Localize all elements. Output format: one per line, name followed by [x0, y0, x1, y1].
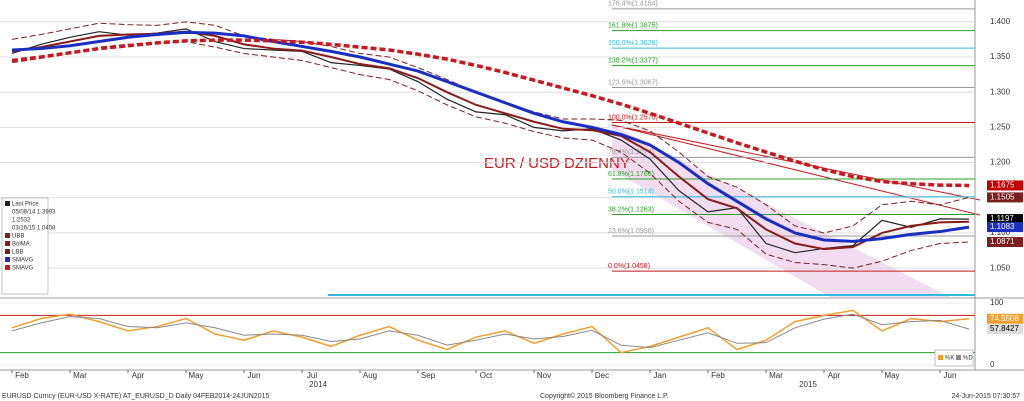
- legend-note: 03/16/15 1.0458: [12, 226, 56, 232]
- y-tick-label: 1.350: [990, 52, 1011, 61]
- value-tag: [987, 313, 1023, 324]
- footer: EURUSD Curncy (EUR-USD X-RATE) AT_EURUSD…: [2, 393, 269, 400]
- value-tag: [987, 222, 1023, 233]
- value-tag: [987, 237, 1023, 248]
- value-tag-label: 1.1083: [990, 222, 1015, 231]
- legend-note: 05/08/14 1.3993: [12, 210, 56, 216]
- fib-label: 61.8%(1.1766): [608, 171, 654, 178]
- x-tick-label: Oct: [480, 371, 493, 380]
- x-tick-label: May: [188, 371, 203, 380]
- x-tick-label: Aug: [363, 371, 377, 380]
- footer: Copyright© 2015 Bloomberg Finance L.P.: [540, 392, 669, 400]
- x-tick-label: Feb: [711, 371, 725, 380]
- legend-swatch: [5, 249, 10, 254]
- series-line: [11, 313, 970, 349]
- value-tag-label: 1.0871: [990, 237, 1015, 246]
- year-label: 2015: [799, 380, 817, 389]
- value-tag-label: 1.1675: [990, 181, 1015, 190]
- fib-label: 100.0%(1.2570): [608, 114, 658, 121]
- fib-label: 50.0%(1.1514): [608, 189, 654, 196]
- legend-label: Last Price: [12, 202, 39, 208]
- legend-box: [934, 349, 974, 367]
- x-tick-label: Mar: [73, 371, 87, 380]
- fib-label: 138.2%(1.3377): [608, 58, 658, 65]
- trend-line: [611, 124, 981, 216]
- legend-swatch: [5, 257, 10, 262]
- fib-label: 38.2%(1.1263): [608, 206, 654, 213]
- fib-label: 76.4%(1.2074): [608, 149, 654, 156]
- x-tick-label: Mar: [769, 371, 783, 380]
- x-tick-label: Jan: [654, 371, 667, 380]
- value-tag-label: 57.8427: [990, 324, 1019, 333]
- legend-swatch: [5, 265, 10, 270]
- fib-label: 23.6%(1.0956): [608, 228, 654, 235]
- value-tag-label: 74.5508: [990, 314, 1019, 323]
- series-line: [11, 41, 970, 269]
- legend-label: %D: [963, 356, 973, 362]
- fib-label: 176.4%(1.4184): [608, 1, 658, 8]
- legend-label: %K: [945, 356, 954, 362]
- annotation: EUR / USD DZIENNY: [484, 155, 630, 172]
- y-tick-label: 0: [990, 360, 995, 369]
- x-tick-label: Jun: [944, 371, 957, 380]
- y-tick-label: 1.250: [990, 122, 1011, 131]
- x-tick-label: Sep: [421, 371, 436, 380]
- fib-label: 123.6%(1.3067): [608, 79, 658, 86]
- series-line: [11, 309, 970, 354]
- x-tick-label: Nov: [537, 371, 551, 380]
- channel: [612, 125, 950, 297]
- legend-swatch: [5, 233, 10, 238]
- x-tick-label: Apr: [132, 371, 145, 380]
- series-line: [11, 30, 970, 243]
- value-tag-label: 1.1505: [990, 193, 1015, 202]
- value-tag: [987, 214, 1023, 225]
- y-tick-label: 100: [990, 298, 1004, 307]
- legend-label: UBB: [12, 234, 24, 240]
- footer: 24-Jun-2015 07:30:57: [952, 393, 1021, 400]
- x-tick-label: Dec: [595, 371, 609, 380]
- series-line: [11, 28, 970, 254]
- legend-label: LBB: [12, 250, 23, 256]
- x-tick-label: Jun: [248, 371, 261, 380]
- y-tick-label: 1.300: [990, 87, 1011, 96]
- year-label: 2014: [309, 380, 327, 389]
- legend-swatch: [938, 355, 943, 360]
- x-tick-label: Jul: [307, 371, 317, 380]
- legend-label: BolMA: [12, 242, 30, 248]
- legend-swatch: [5, 201, 10, 206]
- series-line: [11, 38, 970, 188]
- y-tick-label: 1.050: [990, 263, 1011, 272]
- x-tick-label: Feb: [15, 371, 29, 380]
- legend-label: SMAVG: [12, 258, 34, 264]
- fib-label: 161.8%(1.3875): [608, 22, 658, 29]
- legend-swatch: [956, 355, 961, 360]
- value-tag-label: 1.1197: [990, 214, 1014, 223]
- fib-label: 0.0%(1.0458): [608, 263, 650, 270]
- y-tick-label: 1.100: [990, 228, 1011, 237]
- x-tick-label: Apr: [828, 371, 841, 380]
- legend-swatch: [5, 241, 10, 246]
- value-tag: [987, 180, 1023, 191]
- y-tick-label: 1.200: [990, 158, 1011, 167]
- fib-label: 150.0%(1.3626): [608, 40, 658, 47]
- legend-note: 1.2532: [12, 218, 31, 224]
- legend-label: SMAVG: [12, 266, 34, 272]
- value-tag: [987, 192, 1023, 203]
- value-tag: [987, 324, 1023, 335]
- y-tick-label: 1.400: [990, 17, 1011, 26]
- x-tick-label: May: [884, 371, 899, 380]
